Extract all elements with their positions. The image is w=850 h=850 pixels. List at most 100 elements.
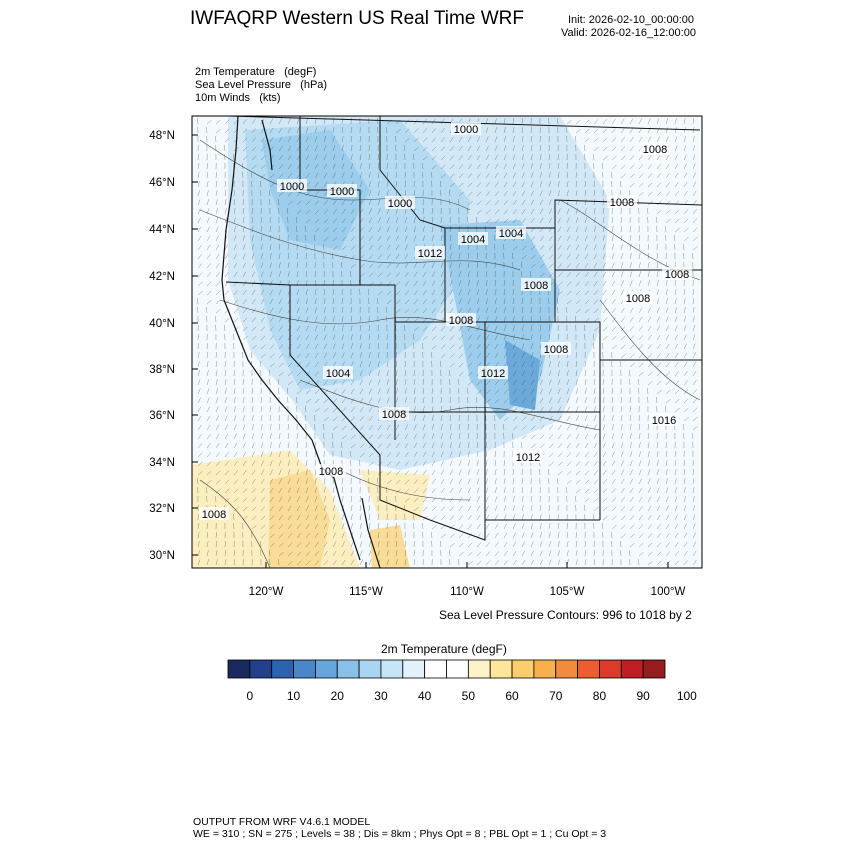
wind-barb (206, 406, 210, 413)
wind-barb (647, 334, 652, 341)
wind-barb (323, 380, 328, 386)
wind-barb (674, 371, 679, 377)
wind-barb (386, 487, 388, 494)
wind-barb (296, 371, 302, 377)
wind-barb (521, 478, 523, 485)
wind-barb (224, 208, 227, 215)
wind-barb (350, 496, 353, 503)
wind-barb (665, 478, 669, 485)
wind-barb (233, 226, 237, 233)
wind-barb (629, 406, 631, 413)
wind-barb (278, 173, 284, 179)
wind-barb (647, 524, 652, 530)
wind-barb (296, 316, 300, 323)
wind-barb (422, 479, 427, 485)
wind-barb (206, 352, 209, 359)
wind-barb (620, 137, 625, 143)
wind-barb (539, 541, 543, 548)
wind-barb (512, 307, 515, 314)
wind-barb (449, 506, 454, 512)
wind-barb (251, 388, 253, 395)
wind-barb (548, 245, 553, 251)
wind-barb (683, 154, 687, 161)
wind-barb (359, 425, 365, 431)
wind-barb (314, 163, 319, 170)
wind-barb (638, 442, 641, 449)
wind-barb (458, 191, 464, 197)
wind-barb (305, 496, 309, 503)
wind-barb (575, 370, 578, 377)
wind-barb (647, 442, 650, 449)
wind-barb (476, 136, 480, 143)
wind-barb (233, 235, 237, 242)
wind-barb (476, 542, 482, 548)
wind-barb (683, 560, 688, 566)
slp-contour-label: 1008 (544, 344, 568, 356)
slp-label-bg (451, 122, 481, 135)
wind-barb (674, 505, 678, 512)
wind-barb (467, 253, 470, 260)
wind-barb (395, 388, 399, 395)
wind-barb (656, 542, 662, 548)
wind-barb (377, 370, 381, 377)
wind-barb (557, 298, 559, 305)
wind-barb (692, 370, 697, 377)
wind-barb (206, 559, 210, 566)
colorbar-label: 20 (331, 689, 345, 703)
wind-barb (503, 560, 508, 566)
colorbar-swatch (511, 659, 535, 679)
colorbar-label: 100 (677, 689, 697, 703)
wind-barb (296, 533, 301, 539)
wind-barb (287, 533, 293, 539)
wind-barb (440, 326, 446, 332)
wind-barb (350, 343, 354, 350)
wind-barb (458, 325, 463, 332)
wind-barb (692, 190, 697, 197)
temperature-colorbar: 0 10 20 30 40 50 60 70 80 90 100 (227, 659, 697, 703)
wind-barb (620, 460, 624, 467)
wind-barb (674, 289, 677, 296)
wind-barb (251, 226, 254, 233)
wind-barb (305, 262, 307, 269)
wind-barb (368, 199, 372, 206)
wind-barb (629, 460, 633, 467)
wind-barb (458, 155, 463, 161)
colorbar-label: 10 (287, 689, 301, 703)
wind-barb (692, 478, 695, 485)
wind-barb (521, 370, 526, 377)
wind-barb (602, 388, 605, 395)
wind-barb (206, 443, 211, 449)
wind-barb (413, 308, 419, 314)
wind-barb (368, 272, 374, 278)
wind-barb (386, 290, 392, 296)
wind-barb (602, 326, 608, 332)
wind-barb (215, 370, 218, 377)
wind-barb (503, 325, 507, 332)
wind-barb (656, 334, 661, 341)
wind-barb (584, 137, 590, 143)
wind-barb (386, 470, 392, 476)
wind-barb (485, 209, 491, 215)
colorbar-label: 80 (593, 689, 607, 703)
wind-barb (368, 550, 372, 557)
wind-barb (422, 226, 425, 233)
wind-barb (458, 524, 464, 530)
wind-barb (449, 253, 452, 260)
wind-barb (449, 362, 455, 368)
wind-barb (557, 523, 560, 530)
wind-barb (350, 271, 352, 278)
wind-barb (431, 226, 434, 233)
wind-barb (395, 299, 401, 305)
wind-barb (512, 496, 515, 503)
state-border (445, 321, 601, 520)
wind-barb (224, 379, 227, 386)
wind-barb (449, 406, 451, 413)
wind-barb (224, 325, 226, 332)
wind-barb (332, 425, 338, 431)
wind-barb (449, 326, 454, 332)
wind-barb (566, 487, 568, 494)
wind-barb (557, 415, 562, 422)
wind-barb (413, 506, 419, 512)
wind-barb (422, 199, 424, 206)
wind-barb (575, 361, 578, 368)
